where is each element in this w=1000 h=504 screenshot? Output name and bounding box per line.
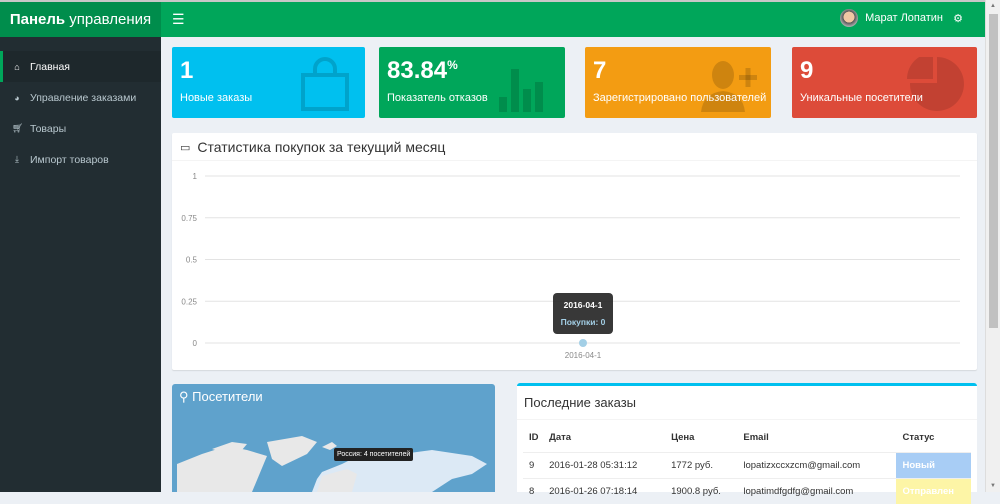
stat-value: 7 (593, 57, 607, 84)
column-header[interactable]: Дата (549, 432, 572, 444)
sidebar-item-2[interactable]: 🛒︎ Товары (0, 113, 161, 144)
map-tooltip: Россия: 4 посетителей (334, 448, 414, 461)
avatar (840, 9, 859, 27)
stat-box-0[interactable]: 1 Новые заказы (172, 47, 365, 118)
y-tick-label: 1 (193, 172, 198, 181)
user-menu[interactable]: Марат Лопатин (840, 9, 943, 27)
sidebar-item-label: Главная (30, 60, 70, 73)
cart-icon: 🛒︎ (12, 123, 24, 133)
order-price: 1900.8 руб. (665, 477, 738, 504)
y-tick-label: 0.25 (181, 297, 197, 306)
chart-title: ▭ Статистика покупок за текущий месяц (180, 139, 445, 155)
order-price: 1772 руб. (665, 451, 738, 478)
logo-rest: управления (65, 11, 152, 28)
orders-table: ID Дата Цена Email Статус 9 2016-01-28 05:31:… (523, 424, 971, 504)
order-id: 9 (523, 451, 544, 478)
orders-title: Последние заказы (524, 395, 637, 410)
y-tick-label: 0.75 (181, 214, 197, 223)
sidebar-item-label: Товары (30, 122, 67, 135)
download-icon: ⤓ (15, 154, 19, 164)
order-email: lopatizxccxzcm@gmail.com (737, 451, 897, 478)
inbox-icon: ▭ (180, 141, 191, 154)
order-id: 8 (523, 477, 544, 504)
sidebar-item-label: Управление заказами (30, 91, 137, 104)
logo[interactable]: Панель управления (0, 2, 161, 37)
status-badge: Новый (896, 451, 971, 478)
gears-icon[interactable]: ⚙ (953, 13, 963, 25)
stat-value: 83.84% (387, 57, 458, 84)
world-map[interactable] (172, 384, 495, 492)
column-header[interactable]: Цена (671, 432, 695, 444)
data-point (579, 339, 587, 347)
scrollbar-thumb[interactable] (989, 14, 998, 328)
visitors-title-text: Посетители (192, 389, 263, 404)
y-tick-label: 0.5 (186, 256, 198, 265)
stat-label: Уникальные посетители (800, 92, 923, 104)
stat-box-1[interactable]: 83.84% Показатель отказов (379, 47, 565, 118)
visitors-panel: ⚲ Посетители Россия: 4 посетителей (172, 384, 495, 492)
stat-label: Показатель отказов (387, 92, 488, 104)
sidebar-item-label: Импорт товаров (30, 153, 109, 166)
logo-bold: Панель (9, 11, 66, 28)
stat-value: 1 (180, 57, 194, 84)
top-header: Панель управления ☰ Марат Лопатин ⚙ (0, 0, 985, 37)
map-marker-icon: ⚲ (179, 389, 189, 404)
home-icon: ⌂ (14, 61, 20, 72)
column-header[interactable]: Email (743, 432, 769, 444)
order-email: lopatimdfgdfg@gmail.com (737, 477, 897, 504)
y-tick-label: 0 (193, 339, 198, 348)
sidebar-item-0[interactable]: ⌂ Главная (0, 51, 161, 82)
latest-orders-panel: Последние заказы ID Дата Цена Email Статус 9… (517, 383, 977, 504)
column-header[interactable]: ID (529, 432, 539, 444)
table-row[interactable]: 9 2016-01-28 05:31:12 1772 руб. lopatizxccx… (523, 451, 971, 478)
stat-box-3[interactable]: 9 Уникальные посетители (792, 47, 977, 118)
pie-chart-icon: ◕ (14, 92, 20, 103)
x-tick-label: 2016-04-1 (565, 351, 602, 360)
order-date: 2016-01-28 05:31:12 (543, 451, 666, 478)
purchase-chart: 1 0.75 0.5 0.25 0 2016-04-1 2016-04-1 Покупки: … (181, 172, 960, 360)
table-row[interactable]: 8 2016-01-26 07:18:14 1900.8 руб. lopatimdf… (523, 477, 971, 504)
visitors-title: ⚲ Посетители (179, 389, 263, 405)
sidebar: ⌂ Главная ◕ Управление заказами 🛒︎ Товары ⤓ Имп… (0, 37, 161, 492)
scrollbar[interactable]: ▲ ▼ (985, 0, 1000, 492)
chart-title-text: Статистика покупок за текущий месяц (197, 139, 446, 155)
chart-tooltip (553, 293, 613, 334)
stat-label: Зарегистрировано пользователей (593, 92, 767, 104)
bars-icon[interactable]: ☰ (172, 11, 185, 27)
tooltip-title: 2016-04-1 (564, 300, 603, 310)
sidebar-item-1[interactable]: ◕ Управление заказами (0, 82, 161, 113)
purchase-chart-panel: ▭ Статистика покупок за текущий месяц 1 0.… (172, 133, 977, 370)
status-badge: Отправлен (896, 477, 971, 504)
order-date: 2016-01-26 07:18:14 (543, 477, 666, 504)
user-name: Марат Лопатин (865, 12, 943, 24)
sidebar-item-3[interactable]: ⤓ Импорт товаров (0, 144, 161, 175)
stat-box-2[interactable]: 7 Зарегистрировано пользователей (585, 47, 771, 118)
tooltip-value: Покупки: 0 (561, 317, 606, 327)
stat-value: 9 (800, 57, 814, 84)
stat-label: Новые заказы (180, 92, 253, 104)
column-header[interactable]: Статус (902, 432, 935, 444)
